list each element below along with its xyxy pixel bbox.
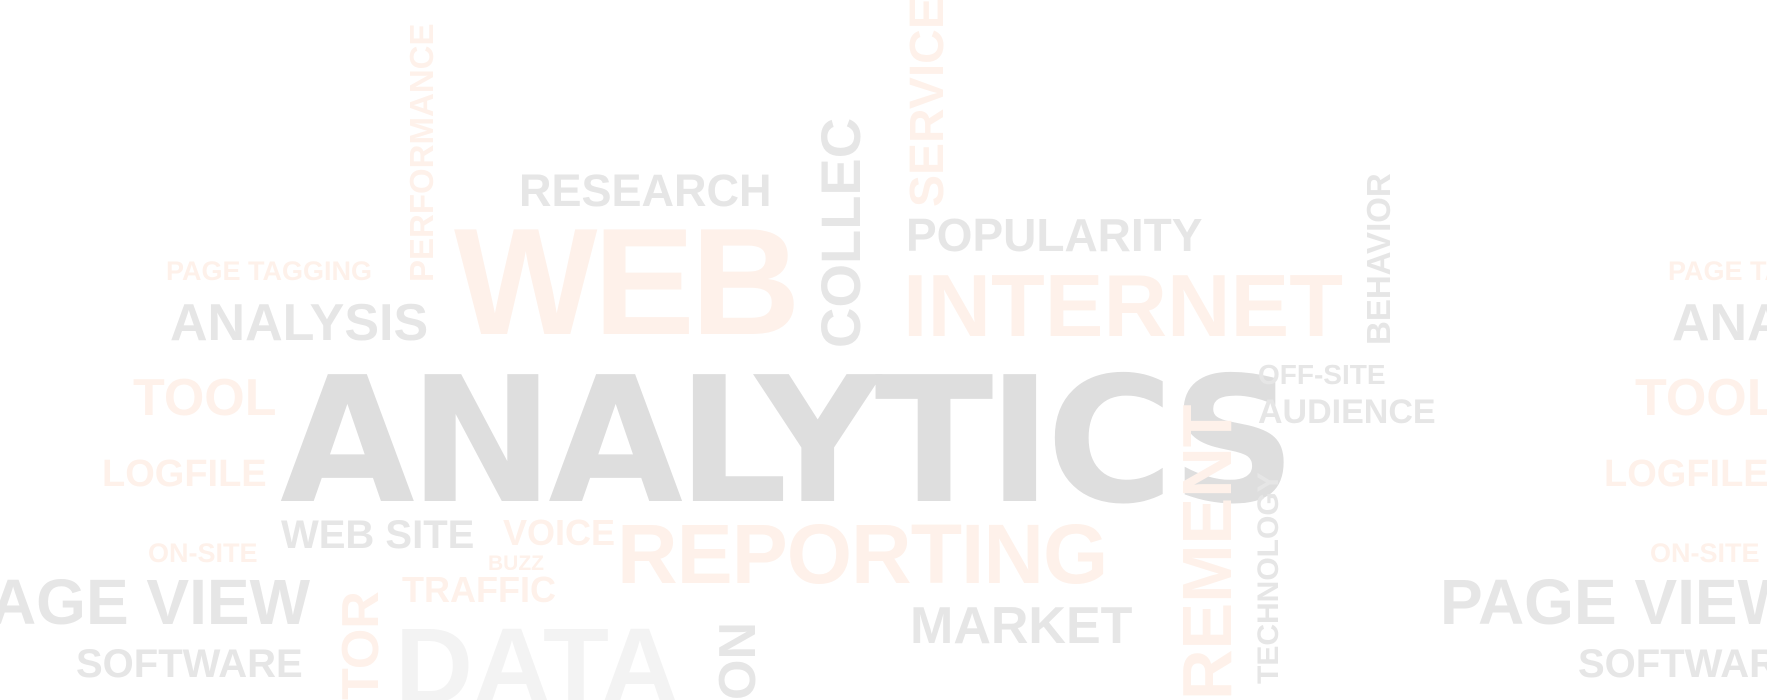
word-off-site: OFF-SITE bbox=[1258, 359, 1386, 390]
word-on-partial: ON bbox=[709, 622, 767, 700]
word-technology: TECHNOLOGY bbox=[1252, 472, 1285, 684]
word-data: DATA bbox=[395, 605, 679, 700]
word-page-tagging: PAGE TAGGING bbox=[166, 256, 373, 286]
word-collection: COLLEC bbox=[809, 117, 872, 348]
word-service: SERVICE bbox=[901, 0, 954, 207]
word-analysis-repeat: ANALYSIS bbox=[1672, 294, 1767, 352]
word-logfile-repeat: LOGFILE bbox=[1604, 453, 1767, 495]
word-behavior: BEHAVIOR bbox=[1360, 173, 1397, 345]
word-software: SOFTWARE bbox=[76, 642, 303, 686]
word-software-repeat: SOFTWARE bbox=[1578, 642, 1767, 686]
word-tool: TOOL bbox=[133, 369, 277, 427]
word-visitor: TOR bbox=[332, 591, 390, 700]
word-performance: PERFORMANCE bbox=[403, 23, 440, 282]
word-web-site: WEB SITE bbox=[281, 513, 475, 557]
word-research: RESEARCH bbox=[519, 165, 772, 216]
word-reporting: REPORTING bbox=[617, 507, 1108, 601]
word-traffic: TRAFFIC bbox=[402, 569, 556, 610]
word-web: WEB bbox=[454, 197, 801, 367]
word-logfile: LOGFILE bbox=[102, 453, 267, 495]
word-popularity: POPULARITY bbox=[906, 209, 1203, 261]
word-page-tagging-repeat: PAGE TAGGING bbox=[1668, 256, 1767, 286]
word-analysis: ANALYSIS bbox=[170, 294, 429, 352]
word-measurement: REMENT bbox=[1168, 404, 1246, 700]
word-on-site-repeat: ON-SITE bbox=[1650, 538, 1760, 568]
word-voice: VOICE bbox=[503, 512, 616, 553]
word-page-view-repeat: PAGE VIEW bbox=[1440, 566, 1767, 638]
word-internet: INTERNET bbox=[903, 256, 1343, 355]
word-analytics: ANALYTICS bbox=[280, 340, 1296, 543]
word-buzz: BUZZ bbox=[488, 552, 544, 575]
word-audience: AUDIENCE bbox=[1258, 393, 1436, 431]
word-page-view: PAGE VIEW bbox=[0, 566, 310, 638]
word-market: MARKET bbox=[910, 597, 1133, 655]
word-on-site: ON-SITE bbox=[148, 538, 258, 568]
word-tool-repeat: TOOL bbox=[1635, 369, 1767, 427]
